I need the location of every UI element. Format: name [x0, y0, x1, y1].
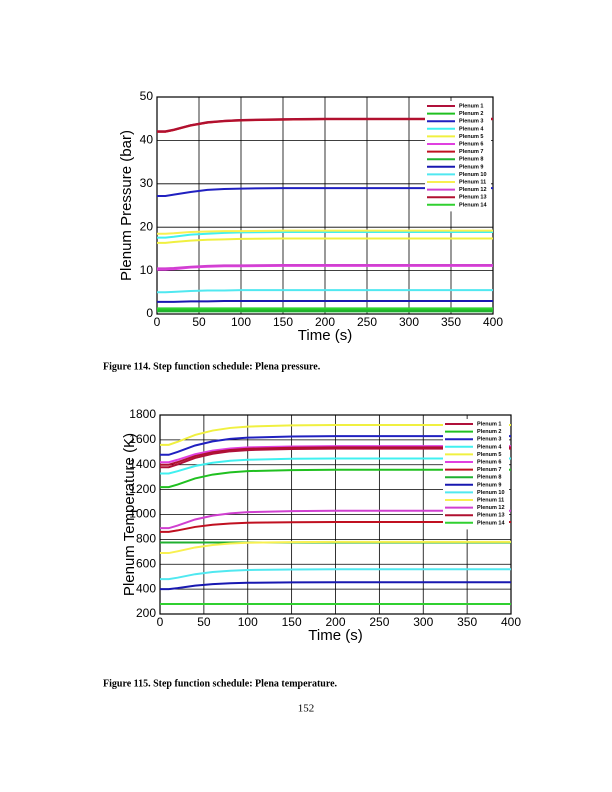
y-tick-label: 30: [140, 176, 154, 190]
series-line: [160, 468, 511, 489]
x-tick-label: 150: [282, 615, 302, 629]
legend-label: Plenum 3: [459, 119, 483, 125]
x-tick-label: 200: [315, 315, 335, 329]
series-line: [157, 263, 493, 270]
legend-label: Plenum 2: [477, 429, 501, 435]
y-tick-label: 1200: [129, 482, 156, 496]
legend-label: Plenum 8: [477, 475, 501, 481]
figure-caption: Figure 115. Step function schedule: Plen…: [103, 678, 338, 689]
y-tick-label: 0: [146, 306, 153, 320]
series-line: [160, 423, 511, 446]
legend-label: Plenum 1: [477, 421, 501, 427]
series-line: [157, 187, 493, 197]
x-axis-label: Time (s): [308, 627, 362, 644]
y-tick-label: 20: [140, 219, 154, 233]
x-tick-label: 400: [501, 615, 521, 629]
legend-label: Plenum 7: [459, 149, 483, 155]
legend-label: Plenum 13: [477, 513, 505, 519]
x-tick-label: 150: [273, 315, 293, 329]
x-tick-label: 300: [413, 615, 433, 629]
y-tick-label: 1800: [129, 407, 156, 421]
legend-label: Plenum 14: [459, 202, 487, 208]
series-line: [157, 117, 493, 133]
y-tick-label: 40: [140, 133, 154, 147]
series-line: [157, 229, 493, 235]
legend-label: Plenum 8: [459, 157, 483, 163]
x-tick-label: 250: [369, 615, 389, 629]
legend-label: Plenum 1: [459, 103, 483, 109]
legend-label: Plenum 3: [477, 437, 501, 443]
series-line: [160, 509, 511, 530]
y-tick-label: 1600: [129, 432, 156, 446]
legend-label: Plenum 9: [459, 164, 483, 170]
series-line: [157, 230, 493, 239]
figure-caption: Figure 114. Step function schedule: Plen…: [103, 361, 321, 372]
series-line: [157, 299, 493, 303]
series-line: [157, 237, 493, 244]
y-tick-label: 800: [136, 532, 156, 546]
x-axis-label: Time (s): [298, 327, 352, 344]
series-line: [160, 446, 511, 466]
series-line: [157, 289, 493, 294]
x-tick-label: 0: [154, 315, 161, 329]
x-tick-label: 100: [231, 315, 251, 329]
legend-box: [425, 101, 491, 212]
x-tick-label: 200: [325, 615, 345, 629]
x-tick-label: 50: [197, 615, 211, 629]
x-tick-label: 350: [457, 615, 477, 629]
y-axis-label: Plenum Pressure (bar): [118, 130, 135, 281]
legend-label: Plenum 14: [477, 520, 505, 526]
x-tick-label: 0: [157, 615, 164, 629]
legend-label: Plenum 7: [477, 467, 501, 473]
series-line: [160, 445, 511, 464]
x-tick-label: 400: [483, 315, 503, 329]
series-line: [160, 581, 511, 591]
series-line: [160, 540, 511, 555]
legend-label: Plenum 9: [477, 482, 501, 488]
y-tick-label: 200: [136, 606, 156, 620]
series-line: [160, 457, 511, 475]
y-tick-label: 600: [136, 556, 156, 570]
legend-label: Plenum 4: [459, 126, 484, 132]
legend-label: Plenum 13: [459, 195, 487, 201]
legend-label: Plenum 5: [477, 452, 501, 458]
x-tick-label: 100: [238, 615, 258, 629]
y-tick-label: 50: [140, 89, 154, 103]
legend-label: Plenum 2: [459, 111, 483, 117]
y-tick-label: 400: [136, 581, 156, 595]
y-tick-label: 10: [140, 263, 154, 277]
legend-label: Plenum 5: [459, 134, 483, 140]
series-line: [160, 447, 511, 469]
x-tick-label: 300: [399, 315, 419, 329]
legend-label: Plenum 12: [459, 187, 487, 193]
legend-label: Plenum 4: [477, 444, 502, 450]
legend-label: Plenum 6: [459, 141, 483, 147]
page-number: 152: [298, 703, 315, 715]
series-line: [160, 435, 511, 456]
y-tick-label: 1400: [129, 457, 156, 471]
y-tick-label: 1000: [129, 507, 156, 521]
legend-box: [443, 419, 509, 530]
y-axis-label: Plenum Temperature (K): [121, 433, 138, 596]
legend-label: Plenum 10: [459, 172, 487, 178]
legend-label: Plenum 10: [477, 490, 505, 496]
legend-label: Plenum 11: [477, 497, 504, 503]
x-tick-label: 50: [192, 315, 206, 329]
legend-label: Plenum 6: [477, 459, 501, 465]
x-tick-label: 350: [441, 315, 461, 329]
series-line: [160, 520, 511, 533]
series-line: [160, 568, 511, 581]
legend-label: Plenum 12: [477, 505, 505, 511]
x-tick-label: 250: [357, 315, 377, 329]
legend-label: Plenum 11: [459, 179, 486, 185]
